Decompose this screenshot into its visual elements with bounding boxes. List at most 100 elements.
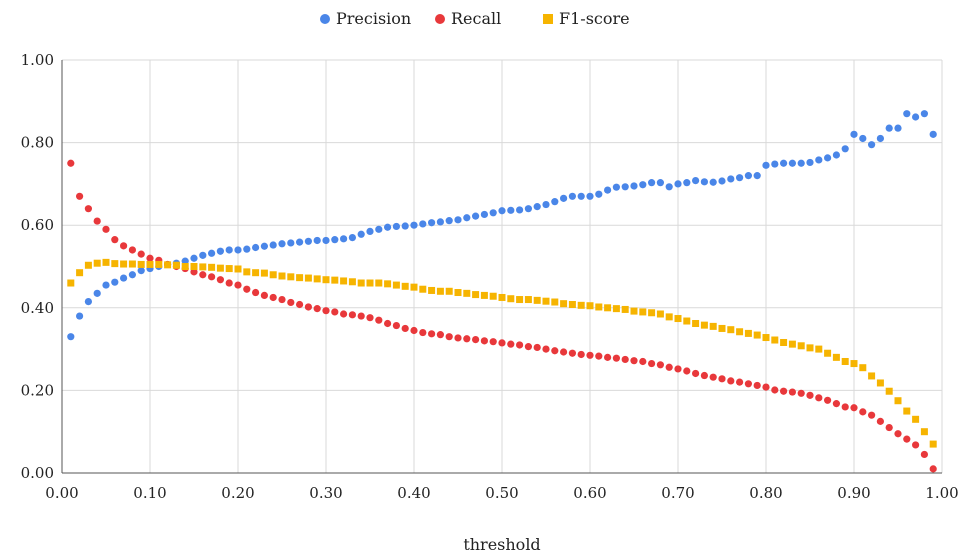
- data-point: [736, 378, 744, 386]
- data-point: [929, 130, 937, 138]
- data-point: [331, 276, 339, 284]
- data-point: [428, 330, 436, 338]
- y-tick-label: 0.00: [21, 464, 54, 482]
- data-point: [304, 274, 312, 282]
- data-point: [859, 408, 867, 416]
- data-point: [419, 285, 427, 293]
- data-point: [868, 141, 876, 149]
- data-point: [568, 192, 577, 200]
- data-point: [903, 110, 911, 118]
- data-point: [832, 353, 840, 361]
- data-point: [920, 110, 929, 118]
- data-point: [216, 247, 224, 255]
- data-point: [375, 279, 383, 287]
- data-point: [234, 281, 242, 289]
- data-point: [692, 369, 700, 378]
- data-point: [243, 245, 251, 253]
- data-point: [252, 243, 260, 252]
- data-point: [348, 278, 356, 286]
- data-point: [489, 338, 497, 346]
- data-point: [560, 300, 568, 308]
- data-point: [876, 134, 885, 143]
- data-point: [648, 359, 656, 368]
- data-point: [824, 154, 832, 162]
- data-point: [234, 246, 242, 254]
- data-point: [753, 172, 761, 180]
- data-point: [912, 113, 920, 121]
- data-point: [190, 263, 198, 270]
- data-point: [665, 183, 673, 191]
- data-point: [612, 305, 620, 313]
- data-point: [859, 364, 867, 372]
- data-point: [348, 311, 356, 319]
- data-point: [216, 264, 224, 272]
- data-point: [806, 391, 814, 399]
- legend-item: Precision: [320, 9, 411, 28]
- data-point: [401, 282, 409, 290]
- data-point: [102, 258, 110, 266]
- data-point: [128, 246, 136, 254]
- data-point: [410, 283, 418, 291]
- data-point: [208, 263, 216, 271]
- data-point: [568, 349, 577, 357]
- data-point: [331, 236, 339, 244]
- data-point: [76, 192, 84, 200]
- data-point: [665, 313, 673, 321]
- data-point: [762, 161, 770, 169]
- data-point: [463, 335, 471, 343]
- data-point: [102, 281, 110, 289]
- legend-marker: [435, 14, 445, 24]
- data-point: [709, 322, 717, 330]
- data-point: [604, 186, 612, 194]
- data-point: [630, 182, 638, 190]
- data-point: [463, 289, 471, 297]
- data-point: [533, 343, 541, 352]
- y-tick-label: 0.80: [21, 134, 54, 152]
- data-point: [436, 331, 444, 339]
- data-point: [903, 435, 911, 443]
- data-point: [507, 295, 515, 303]
- data-point: [797, 159, 805, 167]
- data-point: [524, 296, 532, 304]
- data-point: [436, 218, 444, 226]
- data-point: [489, 292, 497, 300]
- data-point: [67, 159, 75, 167]
- data-point: [454, 289, 462, 297]
- data-point: [700, 371, 709, 380]
- data-point: [692, 319, 700, 327]
- data-point: [516, 341, 524, 349]
- data-point: [683, 367, 691, 375]
- data-point: [340, 310, 348, 318]
- data-point: [392, 321, 400, 330]
- data-point: [260, 269, 268, 277]
- x-tick-label: 0.60: [573, 484, 606, 502]
- data-point: [551, 347, 559, 355]
- data-point: [304, 237, 312, 245]
- data-point: [630, 357, 638, 365]
- data-point: [155, 260, 163, 268]
- data-point: [498, 339, 506, 347]
- data-point: [868, 372, 876, 380]
- data-point: [912, 441, 920, 449]
- data-point: [287, 239, 295, 247]
- y-tick-label: 0.20: [21, 381, 54, 399]
- data-point: [269, 241, 277, 249]
- data-point: [551, 298, 559, 306]
- data-point: [542, 200, 550, 209]
- data-point: [322, 236, 330, 245]
- data-point: [269, 271, 277, 279]
- data-point: [806, 344, 814, 352]
- data-point: [225, 265, 233, 273]
- data-point: [216, 276, 224, 284]
- data-point: [93, 289, 101, 297]
- data-point: [832, 151, 841, 159]
- legend-marker: [543, 14, 553, 24]
- y-tick-label: 0.60: [21, 216, 54, 234]
- data-point: [445, 287, 453, 295]
- data-point: [93, 259, 101, 267]
- data-point: [357, 279, 365, 287]
- data-point: [331, 308, 339, 316]
- data-point: [199, 271, 207, 279]
- legend-item: F1-score: [543, 9, 630, 28]
